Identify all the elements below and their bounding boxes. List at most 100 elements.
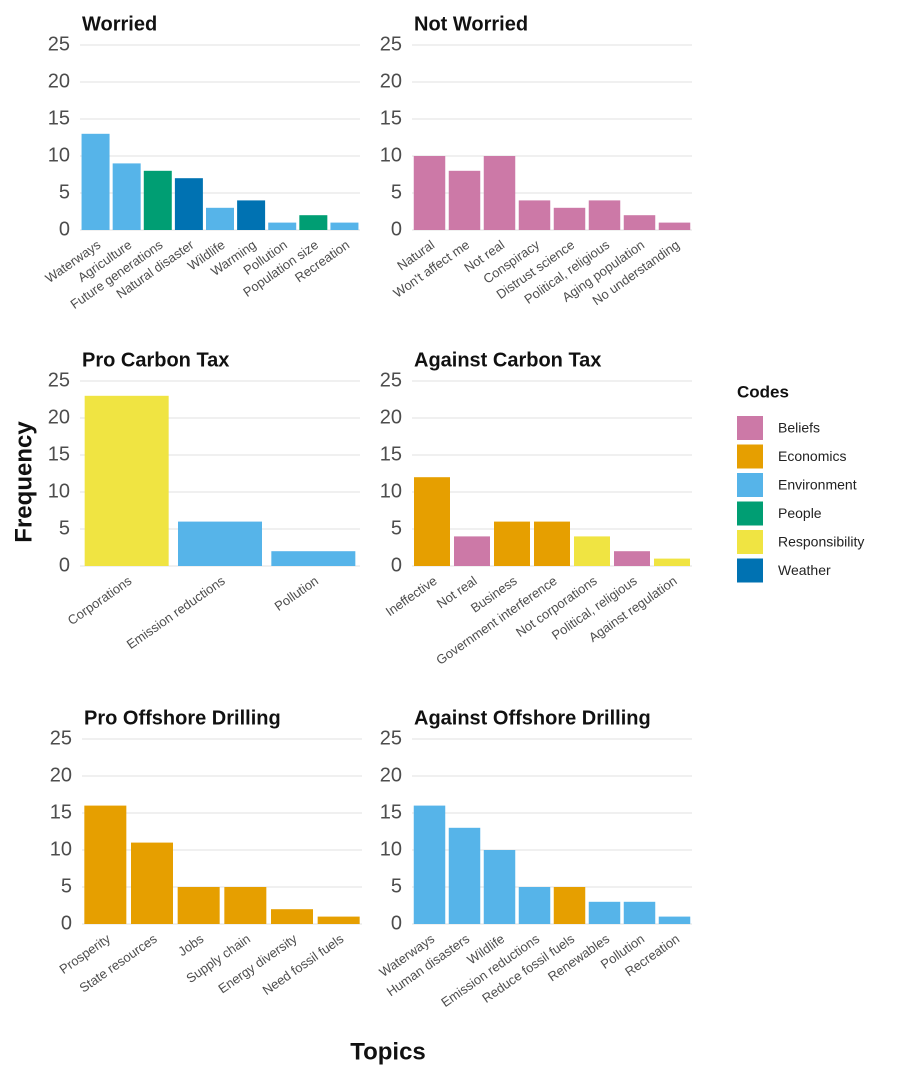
- bar: [518, 200, 551, 230]
- bar: [317, 916, 360, 924]
- legend-title: Codes: [737, 382, 789, 401]
- y-tick-label: 10: [380, 480, 402, 502]
- y-tick-label: 5: [61, 875, 72, 897]
- y-tick-label: 25: [380, 727, 402, 749]
- bar: [178, 521, 262, 566]
- bar: [623, 215, 656, 230]
- y-tick-label: 25: [380, 33, 402, 55]
- y-tick-label: 5: [59, 517, 70, 539]
- panel-title: Not Worried: [414, 13, 528, 35]
- y-tick-label: 20: [48, 70, 70, 92]
- bar: [534, 521, 570, 566]
- bar: [224, 887, 267, 924]
- bar: [271, 551, 356, 566]
- bar: [112, 163, 141, 230]
- bar: [614, 551, 650, 566]
- y-tick-label: 25: [50, 727, 72, 749]
- x-tick-label: Energy diversity: [215, 931, 300, 997]
- y-tick-label: 15: [380, 107, 402, 129]
- x-tick-label: Emission reductions: [124, 573, 228, 652]
- y-tick-label: 25: [48, 369, 70, 391]
- bar: [588, 200, 621, 230]
- legend-swatch: [737, 558, 763, 583]
- legend-label: Beliefs: [778, 420, 820, 436]
- bar: [654, 558, 690, 566]
- bar: [271, 909, 313, 924]
- y-tick-label: 25: [48, 33, 70, 55]
- panel-title: Against Offshore Drilling: [414, 707, 651, 729]
- y-tick-label: 10: [50, 838, 72, 860]
- y-tick-label: 5: [391, 875, 402, 897]
- panel-title: Worried: [82, 13, 157, 35]
- bar: [84, 805, 127, 924]
- bar: [448, 170, 481, 230]
- bar: [268, 222, 297, 230]
- y-tick-label: 0: [391, 218, 402, 240]
- y-tick-label: 20: [380, 764, 402, 786]
- bar: [588, 901, 621, 924]
- y-tick-label: 0: [61, 912, 72, 934]
- y-tick-label: 15: [380, 801, 402, 823]
- x-axis-title: Topics: [350, 1038, 426, 1065]
- y-tick-label: 0: [59, 218, 70, 240]
- y-tick-label: 10: [48, 480, 70, 502]
- bar: [574, 536, 610, 566]
- legend-swatch: [737, 444, 763, 469]
- bar: [494, 521, 530, 566]
- bar: [413, 156, 446, 230]
- y-tick-label: 15: [48, 107, 70, 129]
- x-tick-label: Need fossil fuels: [260, 931, 347, 998]
- bar: [483, 850, 516, 924]
- bar: [237, 200, 266, 230]
- bar: [206, 207, 234, 230]
- legend-label: Weather: [778, 562, 831, 578]
- legend-swatch: [737, 473, 763, 497]
- legend-label: Economics: [778, 448, 846, 464]
- bar: [658, 916, 691, 924]
- y-tick-label: 5: [391, 181, 402, 203]
- y-tick-label: 20: [50, 764, 72, 786]
- x-tick-label: Pollution: [272, 573, 321, 614]
- bar: [448, 827, 481, 924]
- legend-label: People: [778, 505, 822, 521]
- legend-label: Responsibility: [778, 534, 864, 550]
- y-tick-label: 5: [391, 517, 402, 539]
- y-tick-label: 0: [391, 554, 402, 576]
- bar: [518, 887, 551, 924]
- bar: [143, 170, 172, 230]
- bar: [414, 477, 450, 566]
- y-tick-label: 15: [50, 801, 72, 823]
- bar: [84, 395, 169, 566]
- legend-label: Environment: [778, 477, 857, 493]
- bar: [454, 536, 490, 566]
- panel-title: Against Carbon Tax: [414, 349, 601, 371]
- y-tick-label: 10: [380, 838, 402, 860]
- panel-title: Pro Offshore Drilling: [84, 707, 281, 729]
- y-tick-label: 0: [59, 554, 70, 576]
- bar: [658, 222, 691, 230]
- y-tick-label: 15: [48, 443, 70, 465]
- x-tick-label: State resources: [77, 931, 161, 996]
- y-tick-label: 20: [380, 406, 402, 428]
- bar: [483, 156, 516, 230]
- bar: [553, 887, 586, 924]
- y-tick-label: 20: [380, 70, 402, 92]
- bar: [413, 805, 446, 924]
- legend-swatch: [737, 501, 763, 526]
- bar: [553, 207, 586, 230]
- x-tick-label: Corporations: [65, 573, 135, 628]
- bar: [131, 842, 173, 924]
- y-tick-label: 5: [59, 181, 70, 203]
- y-tick-label: 15: [380, 443, 402, 465]
- y-tick-label: 20: [48, 406, 70, 428]
- bar: [330, 222, 359, 230]
- y-axis-title: Frequency: [10, 421, 37, 543]
- bar: [177, 887, 220, 924]
- panel-title: Pro Carbon Tax: [82, 349, 229, 371]
- y-tick-label: 10: [48, 144, 70, 166]
- bar: [174, 178, 203, 230]
- bar: [623, 901, 656, 924]
- x-tick-label: Jobs: [175, 931, 207, 959]
- y-tick-label: 25: [380, 369, 402, 391]
